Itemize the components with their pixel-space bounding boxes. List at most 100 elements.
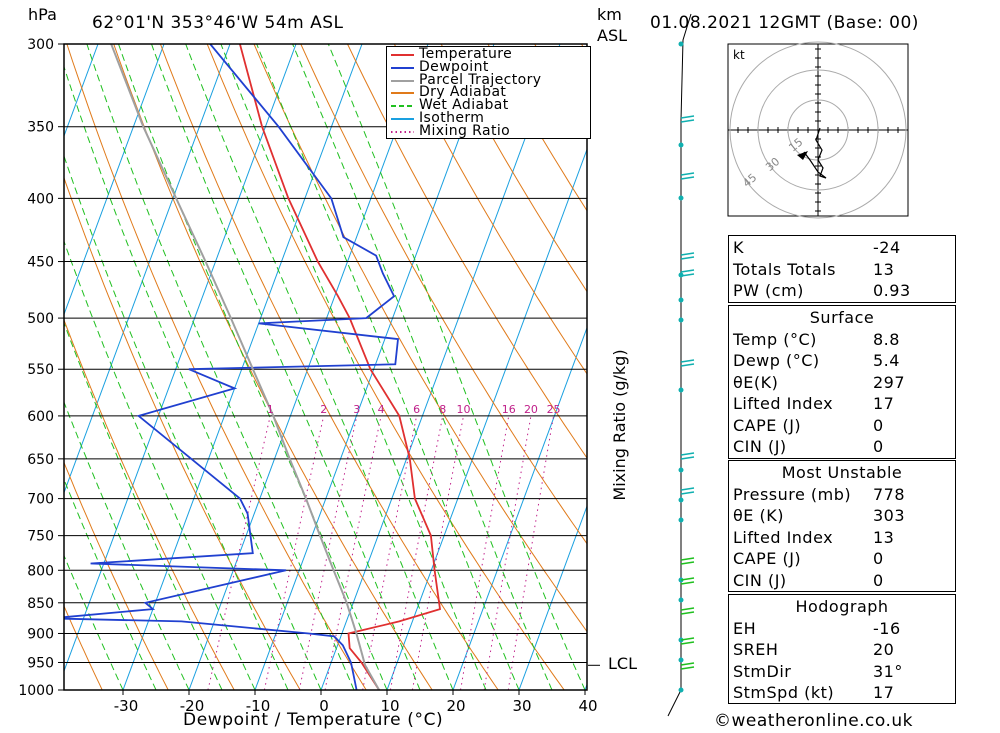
dry-adiabat-line xyxy=(440,44,587,293)
row-label: CAPE (J) xyxy=(733,549,802,568)
wind-barb xyxy=(680,172,695,176)
km-label: km xyxy=(597,5,622,24)
mixing-ratio-value-label: 3 xyxy=(353,403,360,416)
table-row: θE(K) 297 xyxy=(729,371,955,393)
wind-barb xyxy=(680,611,695,615)
surface-title: Surface xyxy=(809,308,875,327)
wind-dot xyxy=(678,517,684,523)
y-tick-label: 350 xyxy=(27,120,54,136)
wind-barb xyxy=(680,456,695,460)
table-row: Totals Totals 13 xyxy=(729,258,955,280)
table-row: StmDir 31° xyxy=(729,660,955,682)
legend-label: Isotherm xyxy=(419,110,485,126)
row-label: StmSpd (kt) xyxy=(733,683,835,702)
wind-barb xyxy=(680,557,695,561)
row-label: Totals Totals xyxy=(733,259,836,279)
legend-item: Dry Adiabat xyxy=(387,85,587,99)
series-temperature xyxy=(239,44,442,690)
wind-profile-axis xyxy=(667,13,692,717)
wind-barb xyxy=(680,577,695,581)
wet-adiabat-line xyxy=(64,554,124,690)
wet-adiabat-line xyxy=(185,44,454,690)
legend-label: Temperature xyxy=(419,46,513,62)
row-label: CAPE (J) xyxy=(733,415,802,435)
row-value: 303 xyxy=(873,506,906,525)
x-tick-label: 30 xyxy=(512,697,531,715)
wind-barb xyxy=(680,252,695,256)
row-value: 778 xyxy=(873,484,906,504)
legend-item: Isotherm xyxy=(387,110,587,126)
x-axis-title: Dewpoint / Temperature (°C) xyxy=(183,710,444,730)
mixing-ratio-value-label: 6 xyxy=(413,403,420,416)
legend-swatch xyxy=(391,105,414,108)
wind-dot xyxy=(678,687,684,693)
indices-table: K -24 Totals Totals 13 PW (cm) 0.93 xyxy=(728,235,956,303)
row-value: 0.93 xyxy=(873,281,911,300)
x-tick-label: 40 xyxy=(578,697,597,715)
row-label: CIN (J) xyxy=(733,437,787,456)
wind-barb xyxy=(680,363,695,367)
row-label: θE (K) xyxy=(733,506,784,525)
row-value: 31° xyxy=(873,661,903,681)
wet-adiabat-line xyxy=(220,44,487,690)
y-tick-label: 750 xyxy=(27,529,54,545)
legend-swatch xyxy=(391,54,414,56)
location-label: 62°01'N 353°46'W 54m ASL xyxy=(92,13,344,33)
y-tick-label: 900 xyxy=(27,626,54,642)
isotherm-line xyxy=(386,148,587,690)
table-row: Temp (°C) 8.8 xyxy=(729,328,955,350)
table-row: Dewp (°C) 5.4 xyxy=(729,349,955,371)
row-value: 297 xyxy=(873,372,906,392)
row-label: Temp (°C) xyxy=(733,329,817,349)
mixing-ratio-value-label: 10 xyxy=(456,403,470,416)
y-tick-label: 500 xyxy=(27,311,54,327)
hodograph-ring xyxy=(729,41,907,219)
y-tick-label: 300 xyxy=(27,37,54,53)
mixing-ratio-value-label: 4 xyxy=(378,403,385,416)
wind-barb xyxy=(680,641,695,645)
wind-dot xyxy=(678,41,684,47)
isotherm-line xyxy=(64,44,297,673)
footer-credit[interactable]: ©weatheronline.co.uk xyxy=(714,711,914,731)
legend-label: Parcel Trajectory xyxy=(419,71,542,88)
wind-barb xyxy=(680,607,695,611)
table-row: SREH 20 xyxy=(729,638,955,660)
isotherm-line xyxy=(518,504,587,690)
row-label: StmDir xyxy=(733,661,792,681)
asl-label: ASL xyxy=(597,26,628,45)
hodograph-ring xyxy=(757,69,879,191)
isotherm-line xyxy=(452,326,587,690)
row-value: -16 xyxy=(873,618,901,638)
wet-adiabat-line xyxy=(64,478,157,690)
wind-barb xyxy=(680,452,695,456)
y-tick-label: 400 xyxy=(27,191,54,207)
table-row: StmSpd (kt) 17 xyxy=(729,681,955,703)
row-value: 20 xyxy=(873,640,895,659)
isotherm-line xyxy=(254,44,495,690)
y-tick-label: 850 xyxy=(27,596,54,612)
hodograph-table-title: Hodograph xyxy=(795,597,889,616)
wind-barb xyxy=(680,269,695,273)
x-tick-label: 20 xyxy=(446,697,465,715)
most-unstable-table: Most Unstable Pressure (mb) 778 θE (K) 303 L… xyxy=(728,460,956,592)
datetime-label: 01.08.2021 12GMT (Base: 00) xyxy=(650,13,919,33)
table-row: Lifted Index 17 xyxy=(729,392,955,414)
row-value: 0 xyxy=(873,549,884,568)
table-row: θE (K) 303 xyxy=(729,504,955,526)
row-label: CIN (J) xyxy=(733,570,787,590)
legend-label: Dewpoint xyxy=(419,58,489,75)
y-tick-label: 550 xyxy=(27,362,54,378)
dry-adiabat-line xyxy=(393,44,587,375)
x-tick-label: 0 xyxy=(319,697,329,715)
table-row: K -24 xyxy=(729,236,955,258)
series-parcel-trajectory xyxy=(110,44,380,690)
wind-dot xyxy=(678,467,684,473)
table-row: PW (cm) 0.93 xyxy=(729,279,955,301)
row-label: K xyxy=(733,238,744,257)
legend-label: Mixing Ratio xyxy=(419,122,511,139)
table-row: EH -16 xyxy=(729,617,955,639)
row-value: 0 xyxy=(873,437,884,456)
row-value: 5.4 xyxy=(873,351,900,370)
legend-label: Wet Adiabat xyxy=(419,97,509,114)
wind-barb xyxy=(680,256,695,260)
